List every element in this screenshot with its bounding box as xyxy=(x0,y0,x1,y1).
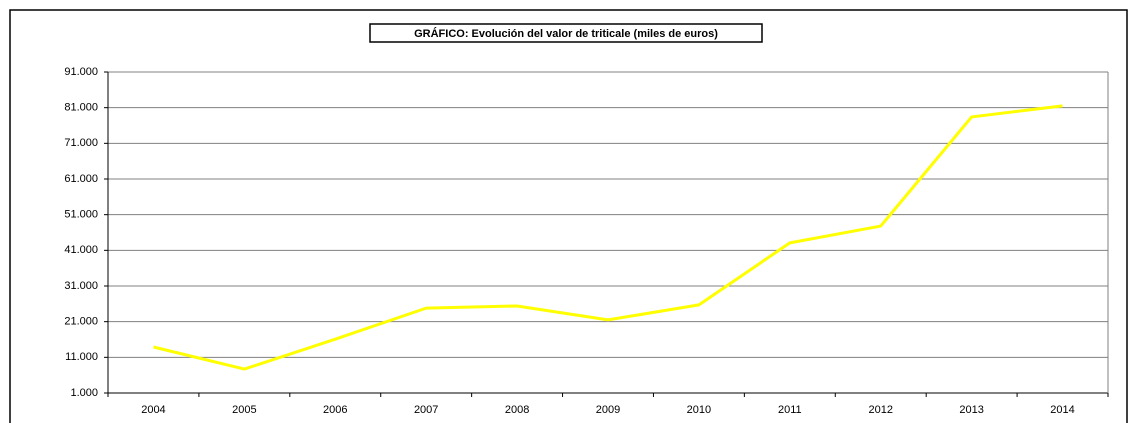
y-tick-label: 51.000 xyxy=(64,209,98,221)
x-tick-label: 2006 xyxy=(323,404,347,416)
x-tick-label: 2005 xyxy=(232,404,256,416)
y-tick-label: 21.000 xyxy=(64,316,98,328)
x-tick-label: 2004 xyxy=(141,404,165,416)
y-tick-label: 71.000 xyxy=(64,137,98,149)
y-tick-label: 91.000 xyxy=(64,66,98,78)
y-tick-label: 31.000 xyxy=(64,280,98,292)
y-tick-label: 11.000 xyxy=(65,351,98,363)
x-tick-label: 2014 xyxy=(1050,404,1074,416)
x-tick-label: 2009 xyxy=(596,404,620,416)
x-tick-label: 2012 xyxy=(868,404,892,416)
x-tick-label: 2007 xyxy=(414,404,438,416)
chart-frame xyxy=(9,9,1128,423)
title-box xyxy=(369,23,763,43)
y-tick-label: 61.000 xyxy=(64,173,98,185)
chart-title: GRÁFICO: Evolución del valor de tritical… xyxy=(414,27,718,40)
series-line xyxy=(153,104,1063,371)
x-tick-label: 2011 xyxy=(778,404,802,416)
x-tick-label: 2008 xyxy=(505,404,529,416)
y-tick-label: 41.000 xyxy=(64,244,98,256)
y-tick-label: 81.000 xyxy=(64,102,98,114)
y-tick-label: 1.000 xyxy=(70,387,98,399)
x-tick-label: 2013 xyxy=(959,404,983,416)
x-tick-label: 2010 xyxy=(687,404,711,416)
